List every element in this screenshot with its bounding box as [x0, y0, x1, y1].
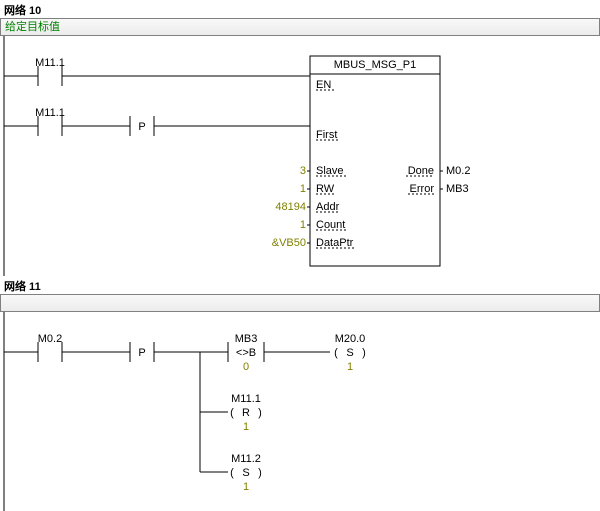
- out1-top: M11.1: [231, 393, 261, 405]
- rung2-contact-label: M11.1: [35, 107, 65, 119]
- val-slave: 3: [300, 165, 306, 177]
- pin-done: Done: [408, 165, 434, 177]
- svg-text:(: (: [334, 347, 338, 359]
- val-error: MB3: [446, 183, 469, 195]
- pin-rw: RW: [316, 183, 335, 195]
- rung2-edge: P: [138, 121, 145, 133]
- cmp-op: <>B: [236, 347, 256, 359]
- network-10-comment: 给定目标值: [5, 21, 60, 33]
- svg-text:(: (: [230, 467, 234, 479]
- pin-addr: Addr: [316, 201, 340, 213]
- out2-coil: S: [242, 467, 249, 479]
- svg-text:): ): [362, 347, 366, 359]
- out0-top: M20.0: [335, 333, 366, 345]
- out2-bot: 1: [243, 481, 249, 493]
- cmp-bot: 0: [243, 361, 249, 373]
- n11-edge: P: [138, 347, 145, 359]
- block-name: MBUS_MSG_P1: [334, 59, 417, 71]
- out1-coil: R: [242, 407, 250, 419]
- pin-dataptr: DataPtr: [316, 237, 354, 249]
- out0-coil: S: [346, 347, 353, 359]
- rung1-contact-label: M11.1: [35, 57, 65, 69]
- network-10-comment-bar: 给定目标值: [0, 18, 600, 36]
- network-11-title: 网络 11: [0, 276, 600, 294]
- pin-count: Count: [316, 219, 345, 231]
- out2-top: M11.2: [231, 453, 261, 465]
- cmp-top: MB3: [235, 333, 258, 345]
- val-dataptr: &VB50: [272, 237, 306, 249]
- val-rw: 1: [300, 183, 306, 195]
- out0-bot: 1: [347, 361, 353, 373]
- network-10-title: 网络 10: [0, 0, 600, 18]
- pin-first: First: [316, 129, 337, 141]
- val-count: 1: [300, 219, 306, 231]
- svg-text:): ): [258, 467, 262, 479]
- network-11-comment-bar: [0, 294, 600, 312]
- pin-en: EN: [316, 79, 331, 91]
- n11-contact-label: M0.2: [38, 333, 62, 345]
- val-done: M0.2: [446, 165, 470, 177]
- network-11-diagram: M0.2 P MB3 <>B 0 M20.0 ( S ) 1 M11.1 ( R…: [0, 312, 600, 511]
- out1-bot: 1: [243, 421, 249, 433]
- pin-error: Error: [410, 183, 435, 195]
- svg-text:(: (: [230, 407, 234, 419]
- svg-text:): ): [258, 407, 262, 419]
- network-10-diagram: MBUS_MSG_P1 M11.1 EN M11.1 P First 3 Sla…: [0, 36, 600, 276]
- val-addr: 48194: [275, 201, 306, 213]
- pin-slave: Slave: [316, 165, 344, 177]
